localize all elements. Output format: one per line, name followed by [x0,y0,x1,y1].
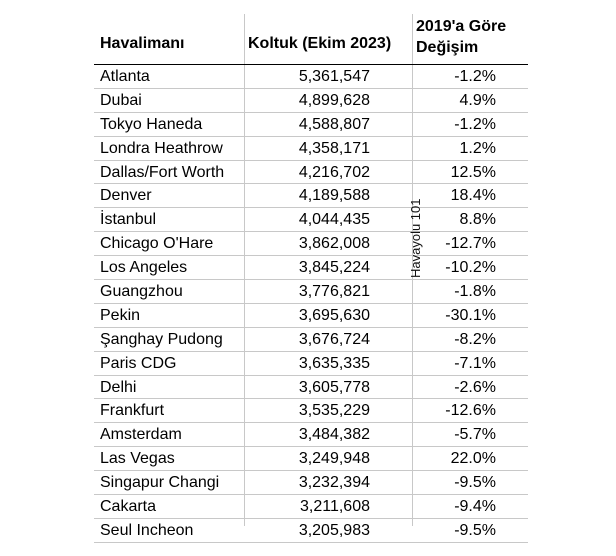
table-row: Paris CDG 3,635,335 -7.1% [94,352,528,376]
watermark: Havayolu 101 [408,198,423,279]
airport-seats-table: Havalimanı Koltuk (Ekim 2023) 2019'a Gör… [94,14,528,543]
airport-cell: Amsterdam [100,426,182,444]
table-row: Cakarta 3,211,608 -9.4% [94,495,528,519]
table-row: Las Vegas 3,249,948 22.0% [94,447,528,472]
table-row: Londra Heathrow 4,358,171 1.2% [94,137,528,161]
airport-cell: Londra Heathrow [100,139,223,157]
change-cell: -1.2% [454,68,496,85]
change-cell: 1.2% [459,139,496,157]
header-change: 2019'a Göre Değişim [416,16,506,58]
airport-cell: Cakarta [100,498,157,516]
change-cell: 18.4% [450,187,496,205]
seats-cell: 3,695,630 [298,306,370,324]
airport-cell: Denver [100,187,152,205]
change-cell: -12.7% [445,235,496,253]
airport-cell: Singapur Changi [100,474,220,492]
airport-cell: Paris CDG [100,354,177,372]
change-cell: 12.5% [450,163,496,181]
change-cell: 22.0% [450,450,496,468]
seats-cell: 3,676,724 [298,330,370,348]
change-cell: -1.8% [454,283,496,301]
seats-cell: 3,484,382 [298,426,370,444]
header-change-line1: 2019'a Göre [416,18,507,35]
airport-cell: Pekin [100,306,141,324]
seats-cell: 3,232,394 [298,474,370,492]
table-row: Frankfurt 3,535,229 -12.6% [94,399,528,424]
header-airport: Havalimanı [100,35,185,52]
airport-cell: Şanghay Pudong [100,330,223,348]
seats-cell: 3,535,229 [298,402,370,420]
seats-cell: 3,605,778 [298,378,370,396]
seats-cell: 3,211,608 [300,498,370,516]
header-change-line2: Değişim [416,39,479,56]
table-row: Delhi 3,605,778 -2.6% [94,376,528,400]
change-cell: -9.5% [454,474,496,492]
airport-cell: Chicago O'Hare [100,235,214,253]
seats-cell: 5,361,547 [298,68,370,85]
table-row: Chicago O'Hare 3,862,008 -12.7% [94,232,528,257]
airport-cell: Guangzhou [100,283,183,301]
airport-cell: Las Vegas [100,450,175,468]
table-row: Seul Incheon 3,205,983 -9.5% [94,519,528,543]
table-row: Atlanta 5,361,547 -1.2% [94,65,528,89]
table-row: Dallas/Fort Worth 4,216,702 12.5% [94,161,528,185]
airport-cell: Frankfurt [100,402,165,420]
seats-cell: 3,635,335 [298,354,370,372]
table-row: Tokyo Haneda 4,588,807 -1.2% [94,113,528,137]
table-row: Pekin 3,695,630 -30.1% [94,304,528,328]
seats-cell: 3,205,983 [298,521,370,539]
change-cell: -9.5% [454,521,496,539]
header-seats: Koltuk (Ekim 2023) [248,35,392,52]
seats-cell: 4,588,807 [298,115,370,133]
table-body: Atlanta 5,361,547 -1.2% Dubai 4,899,628 4.9% T… [94,65,528,543]
change-cell: -5.7% [454,426,496,444]
change-cell: -1.2% [454,115,496,133]
table-row: Guangzhou 3,776,821 -1.8% [94,280,528,304]
table-row: Singapur Changi 3,232,394 -9.5% [94,471,528,496]
seats-cell: 4,358,171 [298,139,370,157]
change-cell: -8.2% [454,330,496,348]
change-cell: -30.1% [445,306,496,324]
column-divider-1 [244,14,245,526]
airport-cell: Atlanta [100,68,150,85]
seats-cell: 3,249,948 [298,450,370,468]
change-cell: -12.6% [445,402,496,420]
table-row: İstanbul 4,044,435 8.8% [94,208,528,233]
change-cell: 4.9% [459,91,496,109]
change-cell: -10.2% [445,259,496,277]
airport-cell: Los Angeles [100,259,188,277]
airport-cell: İstanbul [100,211,157,229]
airport-cell: Dubai [100,91,142,109]
table-row: Dubai 4,899,628 4.9% [94,89,528,113]
seats-cell: 4,899,628 [298,91,370,109]
table-row: Los Angeles 3,845,224 -10.2% [94,256,528,281]
column-divider-2 [412,14,413,526]
table-row: Şanghay Pudong 3,676,724 -8.2% [94,328,528,352]
table-row: Denver 4,189,588 18.4% [94,184,528,209]
airport-cell: Tokyo Haneda [100,115,203,133]
airport-cell: Delhi [100,378,137,396]
change-cell: -9.4% [454,498,496,516]
change-cell: 8.8% [459,211,496,229]
seats-cell: 4,189,588 [298,187,370,205]
airport-cell: Seul Incheon [100,521,194,539]
seats-cell: 3,776,821 [298,283,370,301]
table-header: Havalimanı Koltuk (Ekim 2023) 2019'a Gör… [94,14,528,65]
seats-cell: 3,862,008 [298,235,370,253]
airport-cell: Dallas/Fort Worth [100,163,225,181]
seats-cell: 4,044,435 [298,211,370,229]
change-cell: -2.6% [454,378,496,396]
table-row: Amsterdam 3,484,382 -5.7% [94,423,528,448]
seats-cell: 4,216,702 [298,163,370,181]
seats-cell: 3,845,224 [298,259,370,277]
change-cell: -7.1% [454,354,496,372]
